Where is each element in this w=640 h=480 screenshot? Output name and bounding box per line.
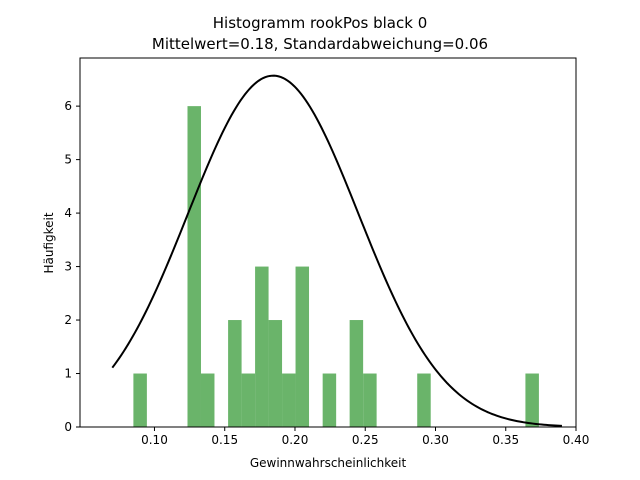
histogram-bar [525,373,539,427]
x-tick-label: 0.20 [282,433,309,447]
histogram-bar [241,373,256,427]
histogram-bar [187,106,201,427]
y-axis-label: Häufigkeit [42,212,56,273]
y-tick-label: 4 [64,206,72,220]
histogram-bar [228,320,242,427]
histogram-bar [133,373,147,427]
histogram-bar [363,373,377,427]
y-tick-label: 3 [64,260,72,274]
histogram-bar [282,373,296,427]
plot-area-frame [79,57,577,428]
histogram-bar [322,373,337,427]
x-tick-label: 0.15 [211,433,238,447]
y-axis-ticks: 0 1 2 3 4 5 6 [64,99,80,434]
y-tick-label: 0 [64,420,72,434]
y-tick-label: 5 [64,153,72,167]
x-tick-label: 0.35 [492,433,519,447]
x-tick-label: 0.30 [422,433,449,447]
y-tick-label: 6 [64,99,72,113]
y-tick-label: 1 [64,367,72,381]
histogram-bar [255,266,269,427]
histogram-bar [417,373,431,427]
x-tick-label: 0.40 [563,433,590,447]
histogram-bars [133,106,539,427]
chart-subtitle: Mittelwert=0.18, Standardabweichung=0.06 [152,35,488,53]
histogram-bar [349,320,364,427]
histogram-bar [200,373,215,427]
x-tick-label: 0.25 [352,433,379,447]
x-axis-ticks: 0.10 0.15 0.20 0.25 0.30 0.35 0.40 [141,427,589,447]
histogram-bar [268,320,283,427]
normal-curve [111,74,562,427]
x-tick-label: 0.10 [141,433,168,447]
chart-title: Histogramm rookPos black 0 [213,14,427,32]
histogram-bar [295,266,310,427]
y-tick-label: 2 [64,313,72,327]
x-axis-label: Gewinnwahrscheinlichkeit [250,456,407,470]
